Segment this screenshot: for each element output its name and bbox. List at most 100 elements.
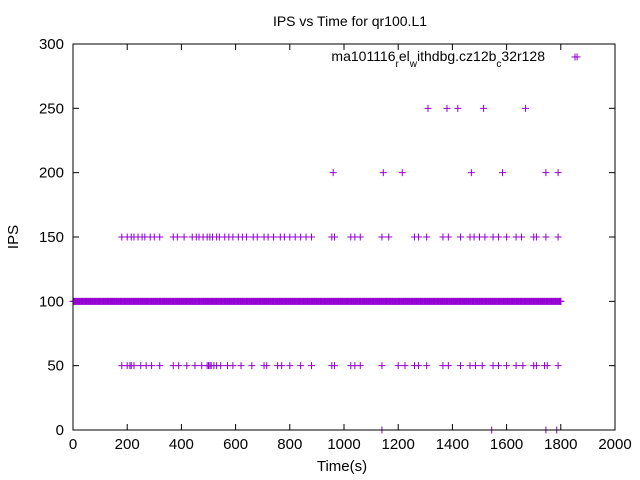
scatter-series	[69, 53, 581, 434]
data-point	[307, 233, 315, 241]
data-point	[499, 169, 507, 177]
data-point	[467, 169, 475, 177]
x-tick-label: 200	[115, 436, 140, 453]
data-point	[378, 233, 386, 241]
data-point	[398, 169, 406, 177]
data-point	[454, 104, 462, 112]
data-point	[554, 362, 562, 370]
data-point	[481, 233, 489, 241]
data-point	[512, 362, 520, 370]
data-point	[557, 297, 565, 305]
legend-label-part: c	[496, 59, 501, 70]
data-point	[329, 169, 337, 177]
data-point	[542, 169, 550, 177]
legend-label-part: r	[396, 59, 400, 70]
data-point	[457, 233, 465, 241]
data-point	[542, 233, 550, 241]
legend-label-part: w	[409, 59, 418, 70]
data-point	[424, 104, 432, 112]
data-point	[554, 233, 562, 241]
data-point	[532, 233, 540, 241]
data-point	[248, 362, 256, 370]
y-tick-label: 300	[39, 36, 64, 53]
data-point	[175, 362, 183, 370]
data-point	[385, 233, 393, 241]
data-point	[156, 233, 164, 241]
data-point	[443, 104, 451, 112]
axis-ticks: 0 200 400 600 800 1000 1200 1400 1600 1800 2000 0 50…	[39, 36, 632, 453]
data-point	[423, 362, 431, 370]
data-point	[229, 362, 237, 370]
x-axis-label: Time(s)	[317, 458, 367, 475]
data-point	[278, 362, 286, 370]
y-tick-label: 200	[39, 165, 64, 182]
data-point	[494, 233, 502, 241]
legend: ma101116relwithdbg.cz12bc32r128	[331, 48, 579, 70]
data-point	[356, 233, 364, 241]
legend-marker	[571, 53, 579, 61]
legend-label-part: 32r128	[501, 48, 545, 64]
data-point	[180, 233, 188, 241]
chart-title: IPS vs Time for qr100.L1	[273, 13, 427, 29]
data-point	[173, 233, 181, 241]
data-point	[394, 362, 402, 370]
data-point	[423, 233, 431, 241]
x-tick-label: 1800	[544, 436, 577, 453]
x-tick-label: 0	[69, 436, 77, 453]
data-point	[494, 362, 502, 370]
data-point	[519, 362, 527, 370]
data-point	[532, 362, 540, 370]
legend-label-part: ma101116	[331, 48, 395, 64]
data-point	[297, 362, 305, 370]
data-point	[415, 233, 423, 241]
data-point	[415, 362, 423, 370]
y-tick-label: 0	[56, 422, 64, 439]
x-tick-label: 600	[223, 436, 248, 453]
data-point	[379, 169, 387, 177]
data-point	[543, 362, 551, 370]
data-point	[478, 362, 486, 370]
data-point	[356, 362, 364, 370]
data-point	[444, 233, 452, 241]
y-tick-label: 100	[39, 293, 64, 310]
data-point	[503, 362, 511, 370]
x-tick-label: 2000	[598, 436, 631, 453]
y-tick-label: 50	[47, 358, 64, 375]
y-tick-label: 250	[39, 100, 64, 117]
data-point	[156, 362, 164, 370]
data-point	[217, 362, 225, 370]
legend-label: ma101116relwithdbg.cz12bc32r128	[331, 48, 545, 70]
data-point	[480, 104, 488, 112]
data-point	[148, 362, 156, 370]
data-point	[554, 169, 562, 177]
data-point	[191, 362, 199, 370]
data-point	[378, 362, 386, 370]
y-tick-label: 150	[39, 229, 64, 246]
data-point	[331, 233, 339, 241]
data-point	[457, 362, 465, 370]
data-point	[331, 362, 339, 370]
data-point	[130, 362, 138, 370]
data-point	[183, 362, 191, 370]
data-point	[270, 233, 278, 241]
data-point	[401, 362, 409, 370]
x-tick-label: 1000	[327, 436, 360, 453]
data-point	[503, 233, 511, 241]
data-point	[444, 362, 452, 370]
legend-label-part: ithdbg.cz12b	[417, 48, 497, 64]
data-point	[518, 233, 526, 241]
legend-label-part: el	[399, 48, 410, 64]
data-point	[286, 362, 294, 370]
y-axis-label: IPS	[5, 225, 22, 249]
x-tick-label: 1600	[490, 436, 523, 453]
data-point	[307, 362, 315, 370]
data-point	[471, 362, 479, 370]
x-tick-label: 400	[169, 436, 194, 453]
plot-frame	[72, 43, 616, 431]
x-tick-label: 800	[277, 436, 302, 453]
data-point	[263, 362, 271, 370]
data-point	[237, 362, 245, 370]
data-point	[522, 104, 530, 112]
